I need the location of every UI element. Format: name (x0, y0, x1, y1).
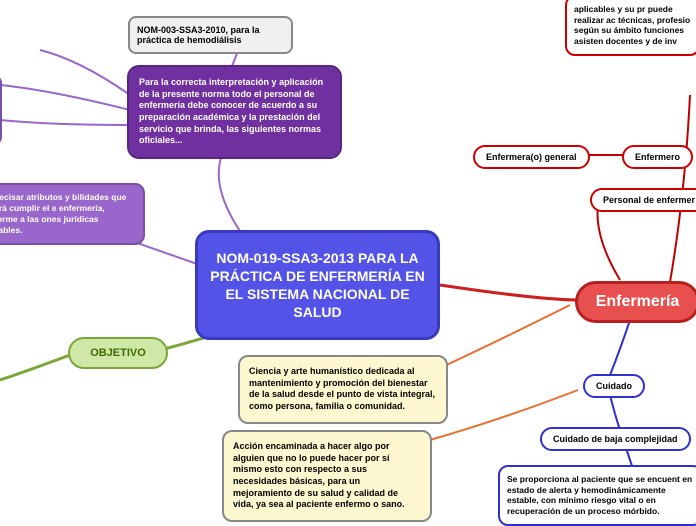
red-top-text: aplicables y su pr puede realizar ac téc… (574, 4, 690, 46)
purple-main-text: Para la correcta interpretación y aplica… (139, 77, 323, 145)
yellow1-text: Ciencia y arte humanístico dedicada al m… (249, 366, 435, 411)
yellow2-text: Acción encaminada a hacer algo por algui… (233, 441, 405, 509)
yellow-box-1: Ciencia y arte humanístico dedicada al m… (238, 355, 448, 424)
objetivo-text: OBJETIVO (90, 347, 146, 359)
cuidado-node: Cuidado (583, 374, 645, 398)
yellow-box-2: Acción encaminada a hacer algo por algui… (222, 430, 432, 522)
red-bottom-text: Se proporciona al paciente que se encuen… (507, 474, 692, 516)
personal-text: Personal de enfermer (603, 195, 695, 205)
enfermeria-text: Enfermería (596, 293, 680, 311)
partial-left-box (0, 75, 2, 145)
cuidado-baja-node: Cuidado de baja complejidad (540, 427, 691, 451)
purple-d-text: D: Precisar atributos y bilidades que de… (0, 192, 126, 235)
objetivo-node: OBJETIVO (68, 337, 168, 369)
nom-003-text: NOM-003-SSA3-2010, para la práctica de h… (137, 25, 260, 45)
personal-node: Personal de enfermer (590, 188, 696, 212)
cuidado-text: Cuidado (596, 381, 632, 391)
central-text: NOM-019-SSA3-2013 PARA LA PRÁCTICA DE EN… (206, 249, 429, 322)
cuidado-baja-text: Cuidado de baja complejidad (553, 434, 678, 444)
red-top-box: aplicables y su pr puede realizar ac téc… (565, 0, 696, 56)
purple-main-box: Para la correcta interpretación y aplica… (127, 65, 342, 159)
red-bottom-box: Se proporciona al paciente que se encuen… (498, 465, 696, 526)
enfermeria-node: Enfermería (575, 281, 696, 323)
enfermero-node: Enfermero (622, 145, 693, 169)
central-node: NOM-019-SSA3-2013 PARA LA PRÁCTICA DE EN… (195, 230, 440, 340)
purple-d-box: D: Precisar atributos y bilidades que de… (0, 183, 145, 245)
enf-general-node: Enfermera(o) general (473, 145, 590, 169)
enf-general-text: Enfermera(o) general (486, 152, 577, 162)
nom-003-box: NOM-003-SSA3-2010, para la práctica de h… (128, 16, 293, 54)
enfermero-text: Enfermero (635, 152, 680, 162)
